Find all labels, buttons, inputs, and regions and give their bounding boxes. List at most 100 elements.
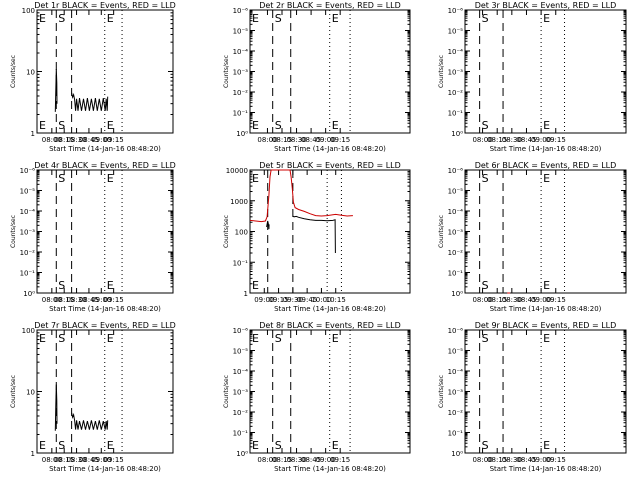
panel-title: Det 9r BLACK = Events, RED = LLD xyxy=(475,321,617,330)
x-tick-label: 08:30 xyxy=(66,296,86,304)
y-tick-label: 10⁰ xyxy=(23,290,35,298)
x-tick-label: 08:30 xyxy=(286,136,306,144)
marker-label-top: E xyxy=(543,332,550,345)
y-axis-label: Counts/sec xyxy=(223,375,230,408)
x-tick-label: 08:00 xyxy=(472,136,492,144)
y-tick-label: 10⁻² xyxy=(20,249,36,257)
y-tick-label: 10⁻⁵ xyxy=(448,188,464,196)
x-tick-label: 08:30 xyxy=(66,136,86,144)
x-axis-label: Start Time (14-Jan-16 08:48:20) xyxy=(490,145,602,153)
marker-label-top: E xyxy=(107,172,114,185)
x-tick-label: 09:00 xyxy=(91,456,111,464)
panel-title: Det 5r BLACK = Events, RED = LLD xyxy=(259,161,401,170)
y-tick-label: 10⁻⁶ xyxy=(448,327,464,335)
marker-label-top: E xyxy=(543,12,550,25)
x-tick-label: 09:30 xyxy=(283,296,303,304)
panel-det1r: Det 1r BLACK = Events, RED = LLD 1 10 100 08… xyxy=(10,1,176,153)
panel-det7r: Det 7r BLACK = Events, RED = LLD 1 10 100 08… xyxy=(10,321,176,473)
y-tick-label: 10⁻² xyxy=(233,409,249,417)
x-tick-label: 08:15 xyxy=(54,456,74,464)
marker-label-top: S xyxy=(482,332,489,345)
marker-label-top: S xyxy=(58,172,65,185)
marker-label-top: S xyxy=(482,12,489,25)
x-axis-label: Start Time (14-Jan-16 08:48:20) xyxy=(49,305,161,313)
y-axis-label: Counts/sec xyxy=(438,375,445,408)
corner-label-top: E xyxy=(252,12,259,25)
y-tick-label: 10⁻³ xyxy=(20,229,36,237)
marker-label-top: E xyxy=(107,12,114,25)
x-tick-label: 08:15 xyxy=(487,296,507,304)
marker-label-bottom: S xyxy=(58,119,65,132)
y-tick-label: 1 xyxy=(31,450,35,458)
x-axis-label: Start Time (14-Jan-16 08:48:20) xyxy=(49,465,161,473)
x-tick-label: 08:45 xyxy=(79,456,99,464)
marker-label-bottom: E xyxy=(107,439,114,452)
x-tick-label: 09:45 xyxy=(297,296,317,304)
panel-title: Det 3r BLACK = Events, RED = LLD xyxy=(475,1,617,10)
plot-frame xyxy=(249,169,411,294)
x-tick-label: 09:00 xyxy=(316,136,336,144)
panel-det6r: Det 6r BLACK = Events, RED = LLD 10⁰ 10⁻¹ 1… xyxy=(438,161,627,313)
x-tick-label: 09:15 xyxy=(546,296,566,304)
y-axis-label: Counts/sec xyxy=(438,55,445,88)
y-tick-label: 100 xyxy=(235,229,248,237)
y-tick-label: 10⁰ xyxy=(236,450,248,458)
corner-label-top: E xyxy=(39,12,46,25)
marker-label-top: S xyxy=(58,12,65,25)
events-series-line xyxy=(71,412,109,430)
marker-label-top: S xyxy=(275,12,282,25)
marker-label-bottom: E xyxy=(543,279,550,292)
marker-label-top: E xyxy=(543,172,550,185)
marker-label-top: S xyxy=(482,172,489,185)
corner-label-bottom: E xyxy=(252,279,259,292)
y-tick-label: 1000 xyxy=(230,198,248,206)
corner-label-top: E xyxy=(39,332,46,345)
marker-label-bottom: S xyxy=(482,119,489,132)
panel-title: Det 2r BLACK = Events, RED = LLD xyxy=(259,1,401,10)
x-tick-label: 09:00 xyxy=(91,296,111,304)
y-tick-label: 1 xyxy=(31,130,35,138)
x-axis-label: Start Time (14-Jan-16 08:48:20) xyxy=(490,465,602,473)
x-tick-label: 08:00 xyxy=(42,136,62,144)
x-tick-label: 09:15 xyxy=(268,296,288,304)
panel-det8r: Det 8r BLACK = Events, RED = LLD 10⁰ 10⁻¹ 1… xyxy=(223,321,411,473)
y-axis-label: Counts/sec xyxy=(10,375,17,408)
corner-label-bottom: E xyxy=(252,119,259,132)
y-tick-label: 100 xyxy=(22,7,35,15)
y-axis-label: Counts/sec xyxy=(438,215,445,248)
x-tick-label: 08:30 xyxy=(286,456,306,464)
y-tick-label: 10⁻⁴ xyxy=(233,48,249,56)
marker-label-bottom: E xyxy=(107,279,114,292)
x-tick-label: 09:15 xyxy=(546,136,566,144)
x-tick-label: 08:15 xyxy=(54,296,74,304)
x-tick-label: 09:15 xyxy=(546,456,566,464)
y-tick-label: 100 xyxy=(22,327,35,335)
y-tick-label: 10⁻¹ xyxy=(233,259,249,267)
x-tick-label: 09:00 xyxy=(531,296,551,304)
corner-label-top: E xyxy=(252,332,259,345)
plot-frame xyxy=(464,329,627,454)
x-tick-label: 08:30 xyxy=(502,296,522,304)
x-tick-label: 08:45 xyxy=(79,296,99,304)
panel-title: Det 7r BLACK = Events, RED = LLD xyxy=(34,321,176,330)
panel-title: Det 4r BLACK = Events, RED = LLD xyxy=(34,161,176,170)
panel-det2r: Det 2r BLACK = Events, RED = LLD 10⁰ 10⁻¹ 1… xyxy=(223,1,411,153)
x-tick-label: 08:00 xyxy=(257,456,277,464)
x-tick-label: 08:00 xyxy=(257,136,277,144)
marker-label-bottom: S xyxy=(275,119,282,132)
marker-label-bottom: S xyxy=(58,279,65,292)
x-axis-label: Start Time (14-Jan-16 08:48:20) xyxy=(274,465,386,473)
x-tick-label: 09:00 xyxy=(316,456,336,464)
x-tick-label: 09:00 xyxy=(254,296,274,304)
y-tick-label: 10⁻⁴ xyxy=(448,208,464,216)
panel-det4r: Det 4r BLACK = Events, RED = LLD 10⁰ 10⁻¹ 1… xyxy=(10,161,176,313)
x-tick-label: 08:30 xyxy=(66,456,86,464)
y-tick-label: 10⁻² xyxy=(233,89,249,97)
corner-label-bottom: E xyxy=(39,439,46,452)
x-tick-label: 09:15 xyxy=(104,456,124,464)
marker-label-bottom: E xyxy=(543,439,550,452)
x-tick-label: 08:15 xyxy=(487,456,507,464)
y-tick-label: 10⁻¹ xyxy=(233,110,249,118)
